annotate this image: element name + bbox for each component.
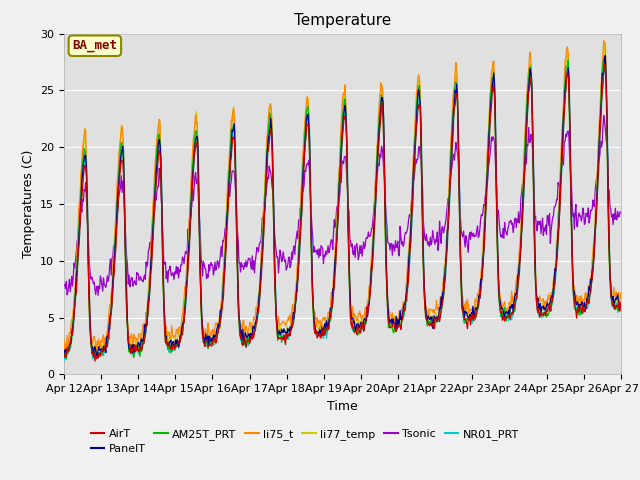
X-axis label: Time: Time	[327, 400, 358, 413]
Legend: AirT, PanelT, AM25T_PRT, li75_t, li77_temp, Tsonic, NR01_PRT: AirT, PanelT, AM25T_PRT, li75_t, li77_te…	[86, 424, 523, 459]
Text: BA_met: BA_met	[72, 39, 117, 52]
Y-axis label: Temperatures (C): Temperatures (C)	[22, 150, 35, 258]
Title: Temperature: Temperature	[294, 13, 391, 28]
